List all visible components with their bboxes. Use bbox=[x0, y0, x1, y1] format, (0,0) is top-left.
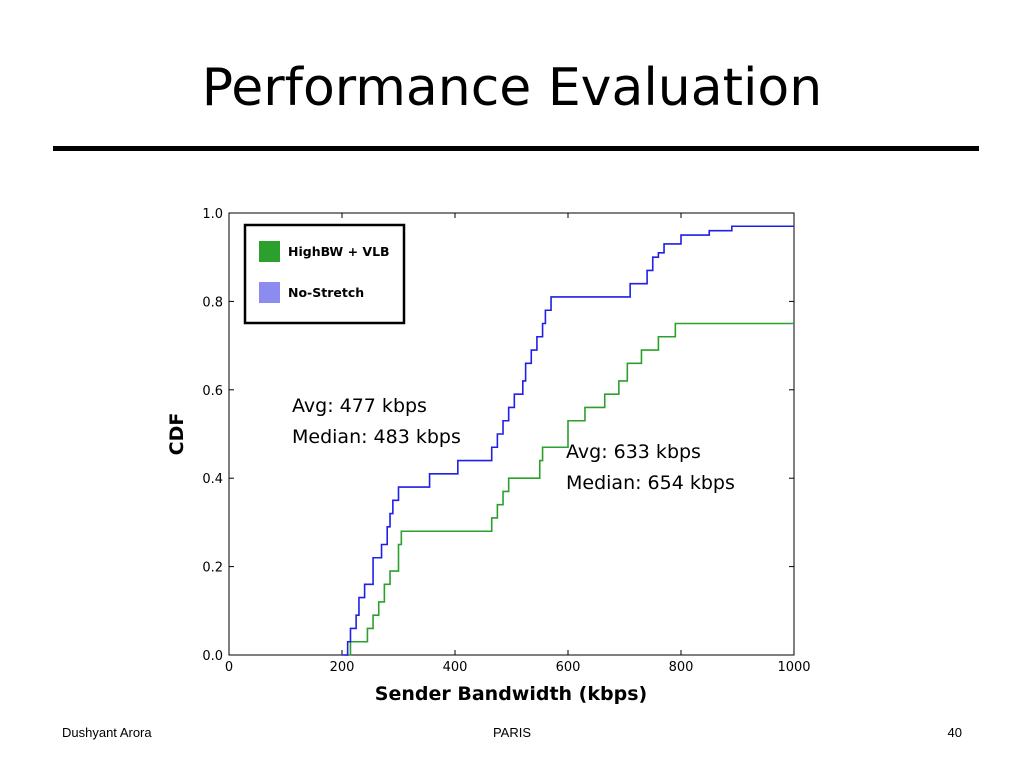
annotation-highbw-avg: Avg: 633 kbps bbox=[566, 441, 701, 463]
x-tick-label: 200 bbox=[330, 660, 355, 675]
x-tick-label: 600 bbox=[556, 660, 581, 675]
y-tick-label: 0.2 bbox=[202, 561, 223, 576]
legend-swatch-highbw bbox=[259, 241, 280, 262]
footer-author: Dushyant Arora bbox=[62, 725, 152, 740]
y-tick-label: 0.6 bbox=[202, 384, 223, 399]
legend-box bbox=[243, 223, 406, 325]
annotation-nostretch: Avg: 477 kbps Median: 483 kbps bbox=[292, 391, 461, 453]
legend-label-highbw: HighBW + VLB bbox=[288, 244, 390, 259]
series-no-stretch-line bbox=[342, 225, 794, 656]
y-ticks: 0.0 0.2 0.4 0.6 0.8 1.0 bbox=[202, 207, 794, 664]
y-tick-label: 0.0 bbox=[202, 649, 223, 664]
y-tick-label: 1.0 bbox=[202, 207, 223, 222]
legend-label-nostretch: No-Stretch bbox=[288, 285, 364, 300]
title-underline bbox=[53, 146, 979, 151]
y-axis-label: CDF bbox=[166, 413, 188, 456]
annotation-nostretch-avg: Avg: 477 kbps bbox=[292, 395, 427, 417]
series-layer bbox=[342, 225, 794, 656]
legend: HighBW + VLB No-Stretch bbox=[243, 223, 406, 325]
x-tick-label: 0 bbox=[225, 660, 233, 675]
annotation-highbw-median: Median: 654 kbps bbox=[566, 472, 735, 494]
slide-title: Performance Evaluation bbox=[201, 58, 823, 118]
annotation-highbw: Avg: 633 kbps Median: 654 kbps bbox=[566, 437, 735, 499]
x-tick-label: 400 bbox=[443, 660, 468, 675]
annotation-nostretch-median: Median: 483 kbps bbox=[292, 426, 461, 448]
footer-page-number: 40 bbox=[947, 725, 962, 740]
x-axis-label: Sender Bandwidth (kbps) bbox=[375, 683, 647, 705]
series-highbw-vlb-line bbox=[344, 322, 794, 656]
y-tick-label: 0.8 bbox=[202, 295, 223, 310]
x-tick-label: 1000 bbox=[777, 660, 810, 675]
x-tick-label: 800 bbox=[669, 660, 694, 675]
x-ticks: 0 200 400 600 800 1000 bbox=[225, 213, 811, 675]
y-tick-label: 0.4 bbox=[202, 472, 223, 487]
footer-center: PARIS bbox=[492, 725, 532, 740]
legend-swatch-nostretch bbox=[259, 282, 280, 303]
